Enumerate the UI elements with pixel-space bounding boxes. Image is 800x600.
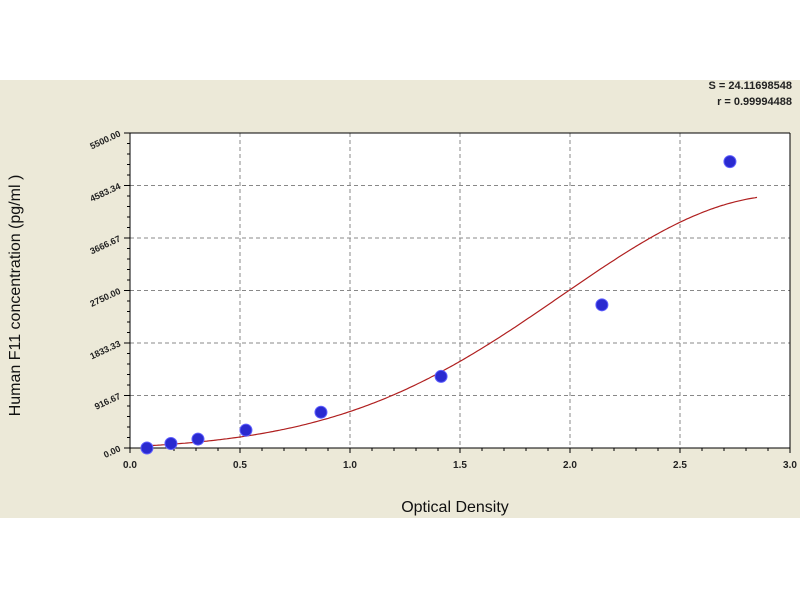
x-axis-label: Optical Density	[401, 499, 509, 516]
data-point	[191, 432, 205, 446]
y-tick-label: 4583.34	[88, 181, 122, 204]
y-tick-label: 916.67	[93, 391, 122, 412]
y-tick-label: 2750.00	[88, 286, 122, 309]
annotation-r: r = 0.99994488	[717, 96, 792, 108]
y-tick-label: 0.00	[102, 443, 122, 459]
y-tick-label: 3666.67	[88, 233, 122, 256]
x-tick-label: 1.5	[453, 460, 467, 471]
annotation-s: S = 24.11698548	[708, 80, 793, 92]
y-tick-label: 1833.33	[88, 338, 122, 361]
x-tick-label: 0.0	[123, 460, 137, 471]
data-point	[140, 441, 154, 455]
data-point	[164, 437, 178, 451]
data-point	[723, 155, 737, 169]
data-point	[314, 405, 328, 419]
x-tick-label: 3.0	[783, 460, 797, 471]
x-tick-label: 0.5	[233, 460, 247, 471]
x-tick-label: 2.5	[673, 460, 687, 471]
x-tick-label: 2.0	[563, 460, 577, 471]
data-point	[595, 298, 609, 312]
y-tick-label: 5500.00	[88, 128, 122, 151]
fit-curve	[151, 196, 758, 447]
data-point	[434, 369, 448, 383]
y-axis-label: Human F11 concentration (pg/ml )	[7, 175, 24, 417]
data-point	[239, 423, 253, 437]
x-tick-label: 1.0	[343, 460, 357, 471]
